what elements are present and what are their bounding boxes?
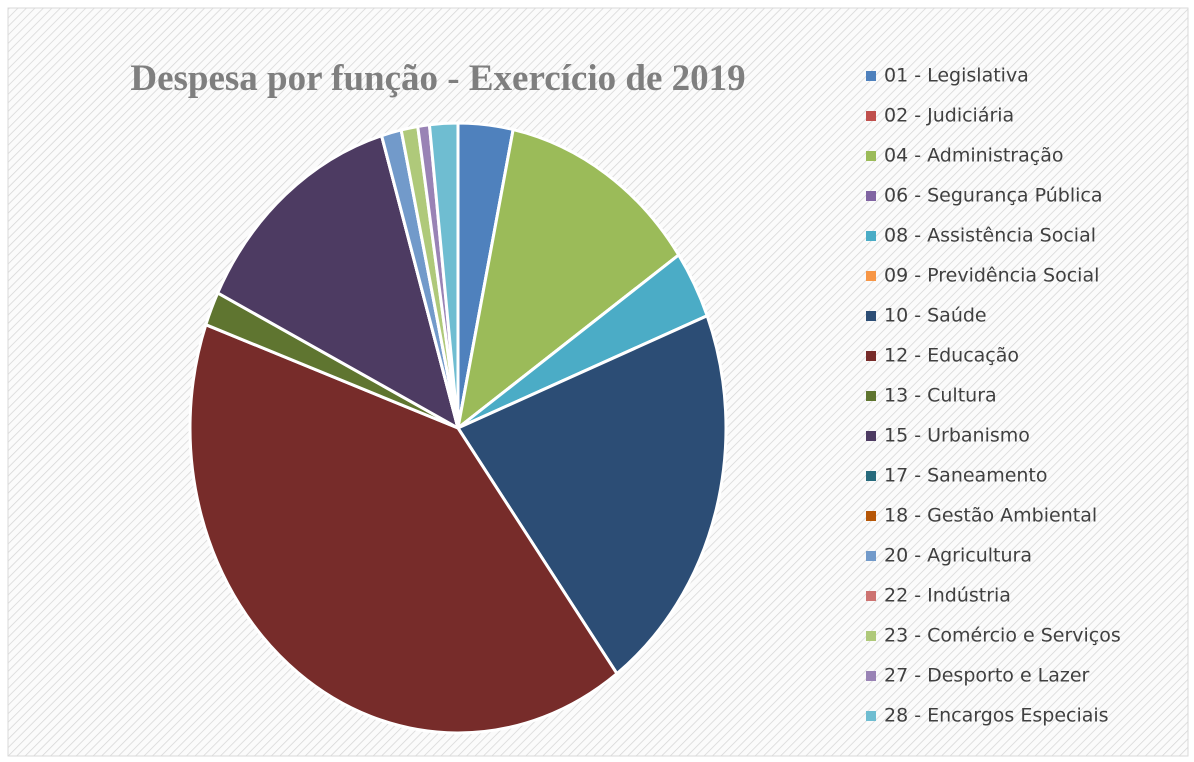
legend-label: 23 - Comércio e Serviços — [884, 625, 1121, 647]
legend-label: 01 - Legislativa — [884, 65, 1029, 87]
legend-swatch — [866, 551, 876, 561]
pie-slice — [427, 121, 460, 430]
legend-swatch — [866, 151, 876, 161]
legend-swatch — [866, 71, 876, 81]
pie-slice — [456, 314, 728, 676]
legend-label: 17 - Saneamento — [884, 465, 1048, 487]
legend-label: 20 - Agricultura — [884, 545, 1032, 567]
legend-label: 18 - Gestão Ambiental — [884, 505, 1097, 527]
legend-label: 27 - Desporto e Lazer — [884, 665, 1090, 687]
legend-label: 13 - Cultura — [884, 385, 997, 407]
legend-label: 02 - Judiciária — [884, 105, 1014, 127]
legend: 01 - Legislativa 02 - Judiciária 04 - Admi… — [866, 65, 1121, 727]
legend-label: 08 - Assistência Social — [884, 225, 1096, 247]
legend-swatch — [866, 111, 876, 121]
legend-label: 12 - Educação — [884, 345, 1019, 367]
legend-label: 10 - Saúde — [884, 305, 987, 327]
legend-label: 06 - Segurança Pública — [884, 185, 1102, 207]
pie-slice — [188, 323, 619, 735]
legend-label: 22 - Indústria — [884, 585, 1011, 607]
legend-swatch — [866, 631, 876, 641]
legend-swatch — [866, 271, 876, 281]
legend-label: 04 - Administração — [884, 145, 1063, 167]
legend-swatch — [866, 191, 876, 201]
legend-swatch — [866, 711, 876, 721]
legend-swatch — [866, 511, 876, 521]
chart-title: Despesa por função - Exercício de 2019 — [130, 58, 745, 99]
legend-label: 09 - Previdência Social — [884, 265, 1099, 287]
legend-swatch — [866, 431, 876, 441]
legend-label: 28 - Encargos Especiais — [884, 705, 1109, 727]
legend-swatch — [866, 391, 876, 401]
legend-swatch — [866, 311, 876, 321]
pie — [188, 121, 728, 735]
pie-slice — [216, 134, 460, 430]
legend-swatch — [866, 671, 876, 681]
legend-swatch — [866, 471, 876, 481]
legend-label: 15 - Urbanismo — [884, 425, 1030, 447]
legend-swatch — [866, 231, 876, 241]
pie-slice — [456, 128, 681, 430]
legend-swatch — [866, 591, 876, 601]
legend-swatch — [866, 351, 876, 361]
